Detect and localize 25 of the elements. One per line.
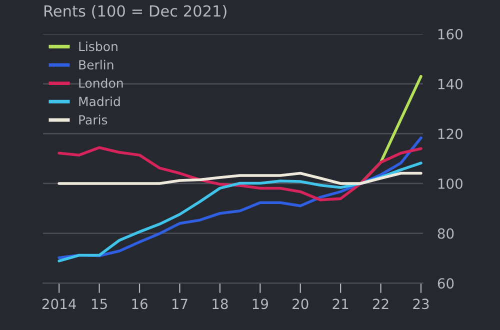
x-tick-label: 16 (132, 298, 148, 310)
x-tick-label: 22 (372, 298, 388, 309)
line-series (58, 162, 422, 262)
y-tick-label: 140 (438, 78, 462, 90)
chart-title: Rents (100 = Dec 2021) (44, 4, 226, 19)
x-tick-label: 17 (172, 298, 188, 309)
x-tick-label: 2014 (42, 298, 76, 310)
x-tick-label: 23 (413, 298, 429, 310)
x-tick-label: 20 (292, 298, 308, 310)
legend-label: Paris (79, 114, 108, 125)
legend-label: Berlin (79, 60, 114, 70)
y-tick-label: 120 (438, 128, 462, 140)
y-tick-label: 160 (438, 28, 462, 40)
legend-label: London (79, 78, 123, 88)
x-tick-label: 15 (92, 298, 107, 310)
y-tick-label: 100 (438, 178, 462, 189)
x-tick-label: 18 (212, 298, 228, 310)
legend-label: Lisbon (79, 41, 118, 52)
x-tick-label: 21 (332, 298, 348, 309)
x-tick-label: 19 (252, 298, 268, 310)
y-tick-label: 60 (438, 278, 454, 289)
line-series (58, 172, 422, 185)
line-series (58, 146, 422, 202)
y-tick-label: 80 (438, 228, 454, 239)
legend-label: Madrid (79, 96, 120, 106)
